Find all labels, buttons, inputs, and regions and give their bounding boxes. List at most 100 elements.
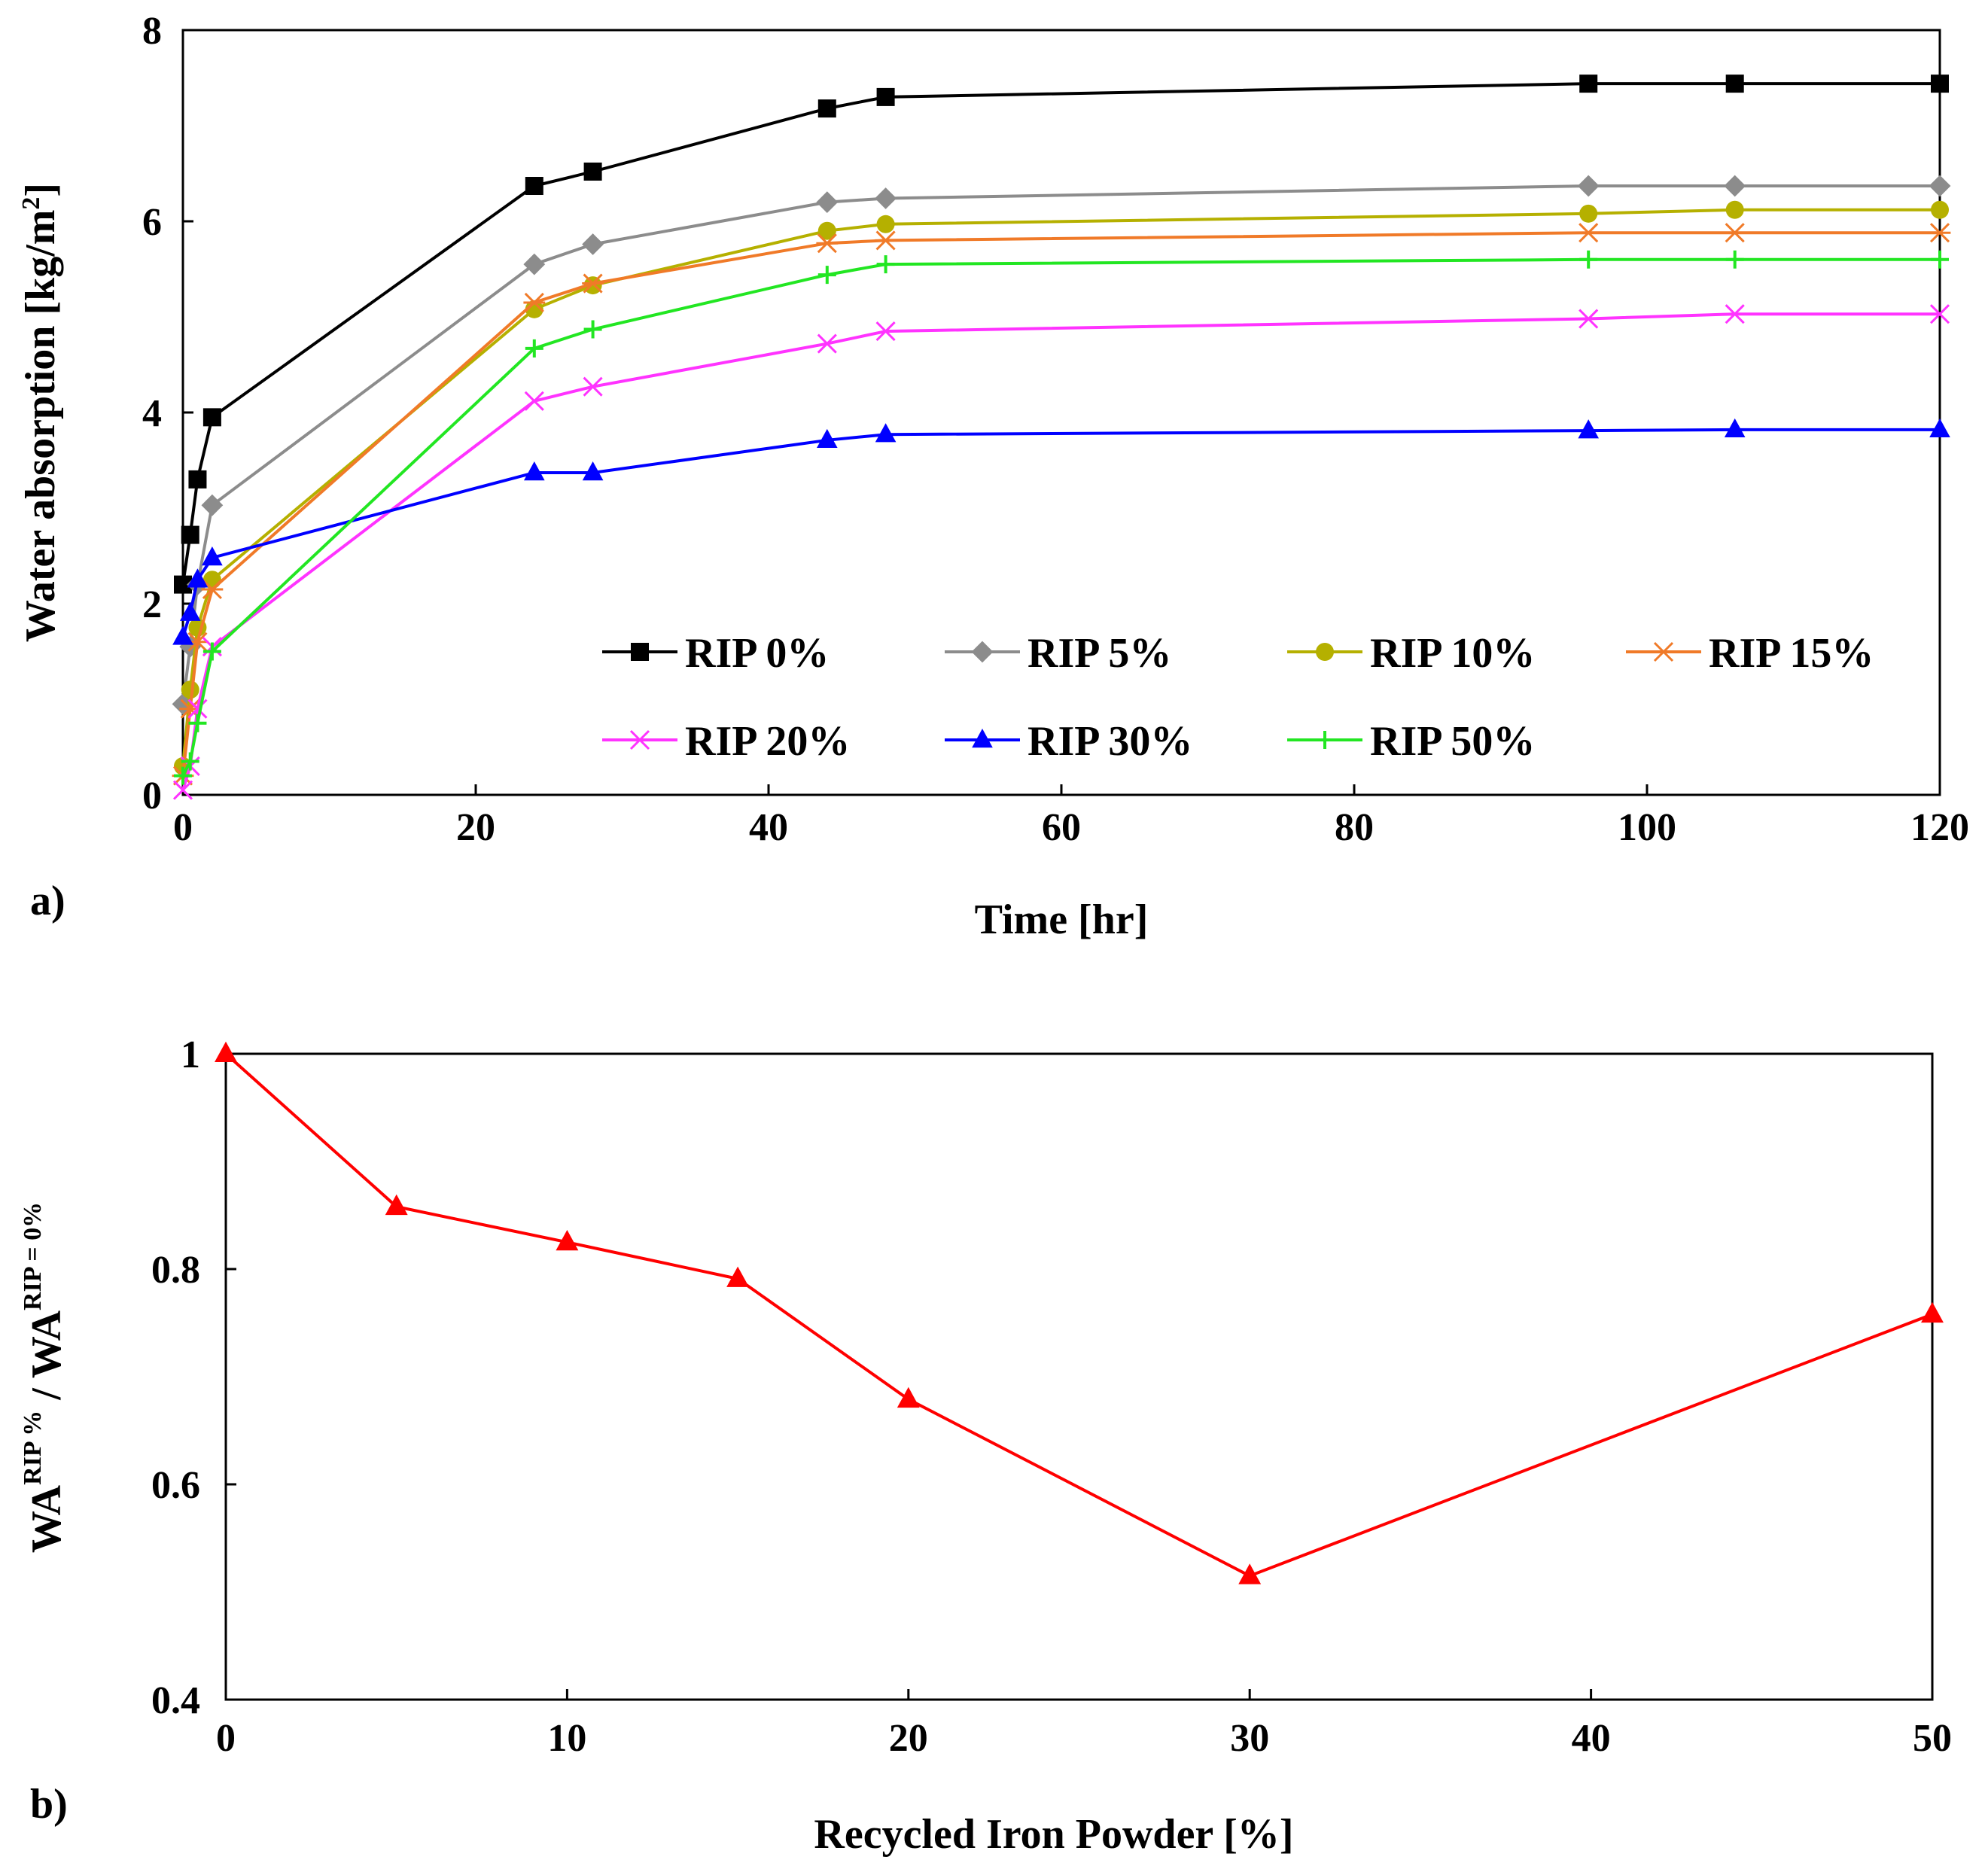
- y-tick-label: 2: [142, 583, 162, 626]
- legend-label: RIP 20%: [685, 718, 850, 765]
- data-point: [876, 255, 895, 274]
- panel-a-series: [172, 75, 1951, 800]
- x-tick-label: 0: [216, 1717, 236, 1760]
- data-point: [1579, 250, 1598, 269]
- data-point: [1578, 419, 1599, 439]
- legend-item: RIP 50%: [1287, 718, 1535, 765]
- series-rip-5-: [172, 175, 1951, 715]
- series-line: [181, 428, 1940, 638]
- data-point: [1931, 250, 1949, 269]
- y-tick-label: 0: [142, 775, 162, 817]
- panel-b-series: [215, 1041, 1944, 1584]
- panel-a-chart: 0 20 40 60 80 100 120 0 2 4 6 8 RIP 0% RIP 5% RIP 10%…: [17, 10, 1969, 943]
- data-point: [583, 162, 602, 181]
- data-point: [583, 276, 602, 295]
- panel-a-legend: RIP 0% RIP 5% RIP 10% RIP 15% RIP 20% RIP 30%…: [602, 630, 1874, 765]
- data-point: [876, 215, 895, 233]
- data-point: [897, 1386, 920, 1408]
- data-point: [1724, 223, 1746, 243]
- data-point: [1929, 175, 1951, 197]
- data-point: [875, 187, 897, 209]
- data-point: [1931, 200, 1949, 219]
- legend-marker: [972, 729, 993, 748]
- legend-label: RIP 5%: [1027, 630, 1171, 677]
- x-tick-label: 100: [1618, 806, 1676, 849]
- data-point: [172, 780, 193, 800]
- data-point: [202, 642, 221, 661]
- panel-a-x-axis-label: Time [hr]: [975, 896, 1149, 943]
- data-point: [215, 1041, 237, 1063]
- x-tick-label: 120: [1910, 806, 1969, 849]
- y-tick-label: 8: [142, 10, 162, 53]
- panel-b-plot-frame: [224, 1052, 1934, 1701]
- x-tick-label: 50: [1913, 1717, 1952, 1760]
- x-tick-label: 80: [1335, 806, 1374, 849]
- x-tick-label: 0: [173, 806, 193, 849]
- data-point: [816, 233, 839, 254]
- x-tick-label: 20: [456, 806, 495, 849]
- series-rip-50-: [174, 250, 1949, 785]
- series-rip-10-: [174, 200, 1949, 775]
- data-point: [1724, 175, 1746, 197]
- data-point: [817, 428, 838, 449]
- panel-b-y-axis-label: WARIP % / WARIP = 0%: [19, 1202, 70, 1553]
- x-tick-label: 20: [889, 1717, 928, 1760]
- data-point: [556, 1230, 579, 1251]
- panel-a-plot-frame: [181, 29, 1941, 796]
- x-tick-label: 10: [547, 1717, 586, 1760]
- panel-b-x-axis-label: Recycled Iron Powder [%]: [814, 1811, 1293, 1858]
- legend-marker: [1316, 731, 1334, 749]
- series-line: [181, 82, 1940, 585]
- legend-label: RIP 0%: [685, 630, 829, 677]
- x-tick-label: 30: [1230, 1717, 1269, 1760]
- data-point: [385, 1194, 408, 1216]
- data-point: [187, 699, 208, 719]
- data-point: [181, 752, 199, 771]
- data-point: [1929, 418, 1950, 438]
- panel-a-ticks: 0 20 40 60 80 100 120 0 2 4 6 8: [142, 10, 1969, 849]
- legend-label: RIP 10%: [1370, 630, 1535, 677]
- series-line: [181, 231, 1940, 776]
- data-point: [876, 87, 895, 106]
- legend-item: RIP 10%: [1287, 630, 1535, 677]
- data-point: [817, 99, 836, 118]
- legend-label: RIP 50%: [1370, 718, 1535, 765]
- legend-item: RIP 20%: [602, 718, 850, 765]
- y-tick-label: 4: [142, 392, 162, 435]
- data-point: [1579, 309, 1599, 329]
- panel-b-ticks: 0 10 20 30 40 50 0.4 0.6 0.8 1: [151, 1033, 1952, 1760]
- data-point: [201, 494, 224, 516]
- data-point: [1577, 223, 1600, 243]
- data-point: [1579, 75, 1598, 93]
- data-point: [201, 579, 224, 600]
- legend-item: RIP 5%: [945, 630, 1171, 677]
- x-tick-label: 40: [1572, 1717, 1611, 1760]
- panel-a-label: a): [30, 878, 65, 924]
- data-point: [875, 230, 897, 251]
- data-point: [1725, 250, 1744, 269]
- legend-marker: [971, 641, 994, 663]
- x-tick-label: 60: [1042, 806, 1081, 849]
- data-point: [582, 461, 604, 481]
- series-line: [181, 208, 1940, 767]
- data-point: [817, 266, 836, 285]
- y-tick-label: 0.6: [151, 1464, 200, 1507]
- series-line: [181, 257, 1940, 777]
- legend-item: RIP 30%: [945, 718, 1192, 765]
- data-point: [816, 191, 839, 213]
- data-point: [1931, 75, 1949, 93]
- data-point: [1921, 1301, 1944, 1323]
- data-point: [188, 714, 207, 732]
- legend-item: RIP 15%: [1626, 630, 1874, 677]
- data-point: [817, 333, 837, 354]
- data-point: [524, 461, 545, 481]
- data-point: [817, 221, 836, 240]
- x-tick-label: 40: [749, 806, 788, 849]
- data-point: [525, 339, 543, 358]
- data-point: [875, 321, 896, 342]
- series-line: [224, 1052, 1933, 1578]
- legend-label: RIP 30%: [1027, 718, 1192, 765]
- data-point: [181, 680, 199, 699]
- data-point: [583, 320, 602, 339]
- data-point: [1929, 223, 1951, 243]
